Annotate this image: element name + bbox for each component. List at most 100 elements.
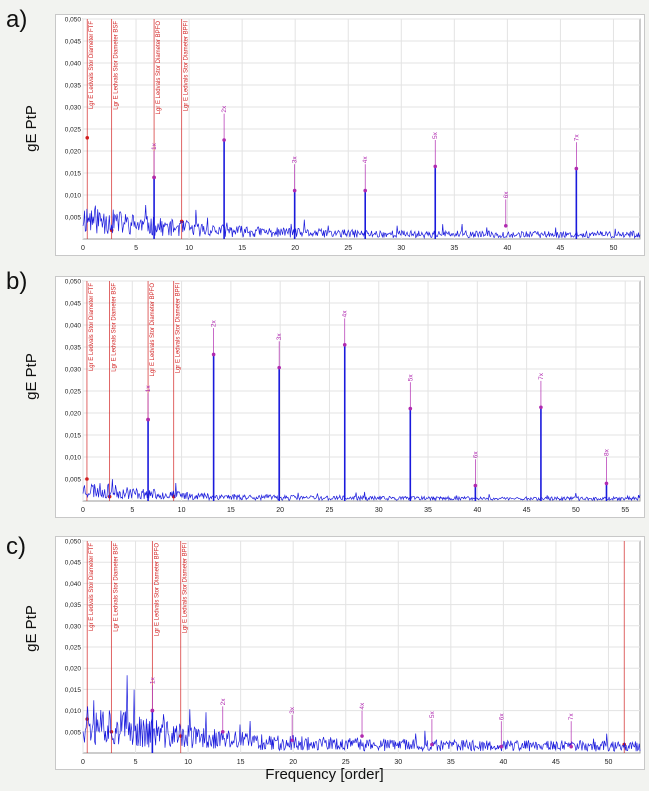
harmonic-label: 6x: [503, 191, 510, 199]
harmonic-marker-point: [433, 164, 438, 169]
harmonic-label: 5x: [407, 374, 414, 382]
x-tick-label: 10: [184, 759, 192, 766]
harmonic-label: 6x: [498, 713, 505, 721]
y-axis-label-b: gE PtP: [22, 353, 40, 400]
y-tick-label: 0,050: [65, 17, 82, 24]
y-tick-label: 0,035: [65, 602, 82, 609]
harmonic-marker-point: [363, 188, 368, 193]
harmonic-label: 7x: [573, 134, 580, 142]
harmonic-label: 3x: [292, 156, 299, 164]
bearing-marker-label: Lgr E Ledvals Stor Diameter FTF: [89, 21, 95, 109]
spectrum-line: [82, 479, 641, 502]
x-tick-label: 15: [237, 759, 245, 766]
x-tick-label: 45: [523, 507, 531, 514]
chart-panel-c: 0 5 10 15 20 25 30 35 40 45 50 0,005 0,010 0,015 0,020…: [55, 536, 645, 770]
panel-label-a: a): [6, 6, 28, 33]
harmonic-label: 6x: [472, 451, 479, 459]
harmonic-marker-point: [292, 188, 297, 193]
harmonic-marker-point: [408, 406, 413, 411]
bearing-marker-label: Lgr E Ledvals Stor Diameter FTF: [89, 543, 95, 631]
harmonic-marker-point: [290, 738, 294, 743]
harmonic-marker-point: [430, 742, 434, 747]
harmonic-label: 4x: [362, 156, 369, 164]
harmonic-label: 7x: [568, 713, 575, 721]
spectrum-line: [82, 204, 641, 240]
x-tick-label: 0: [81, 507, 85, 514]
harmonic-marker-point: [342, 343, 347, 347]
x-tick-label: 40: [503, 245, 511, 252]
y-tick-label: 0,040: [65, 581, 82, 588]
y-tick-label: 0,035: [65, 83, 82, 90]
y-tick-label: 0,020: [65, 666, 82, 673]
y-tick-label: 0,030: [65, 367, 82, 374]
harmonic-marker-point: [150, 708, 155, 713]
x-tick-label: 15: [227, 507, 235, 514]
harmonic-label: 4x: [342, 310, 349, 318]
bearing-marker-label: Lgr E Ledvals Stor Diameter BPFO: [156, 21, 162, 115]
y-tick-label: 0,010: [65, 455, 82, 462]
y-axis-label-c: gE PtP: [22, 605, 40, 652]
x-tick-label: 35: [424, 507, 432, 514]
harmonic-marker-point: [503, 224, 508, 228]
y-tick-label: 0,015: [65, 171, 82, 178]
harmonic-label: 3x: [276, 333, 283, 341]
y-tick-label: 0,010: [65, 193, 82, 200]
x-tick-label: 35: [450, 245, 458, 252]
bearing-marker-label: Lgr E Ledvals Stor Diameter FTF: [89, 283, 95, 371]
y-tick-label: 0,040: [65, 323, 82, 330]
bearing-marker-point: [178, 734, 183, 738]
harmonic-label: 1x: [145, 385, 152, 393]
x-tick-label: 25: [326, 507, 334, 514]
harmonic-label: 5x: [429, 710, 436, 718]
chart-svg-c: 0 5 10 15 20 25 30 35 40 45 50 0,005 0,010 0,015 0,020…: [65, 539, 641, 766]
chart-panel-b: 0 5 10 15 20 25 30 35 40 45 50 55 0,005 0,010 0,015 0,0…: [55, 276, 645, 518]
y-tick-label: 0,020: [65, 149, 82, 156]
x-tick-label: 25: [344, 245, 352, 252]
bearing-marker-label: Lgr E Ledvals Stor Diameter BPFI: [184, 21, 190, 112]
bearing-marker-label: Lgr E Ledvals Stor Diameter BPFO: [154, 543, 160, 637]
x-tick-label: 55: [621, 507, 629, 514]
y-tick-label: 0,050: [65, 279, 82, 286]
x-tick-label: 25: [342, 759, 350, 766]
x-axis-label: Frequency [order]: [265, 766, 384, 783]
y-tick-label: 0,030: [65, 623, 82, 630]
harmonic-marker-point: [569, 744, 573, 749]
x-tick-label: 40: [499, 759, 507, 766]
x-tick-label: 0: [81, 245, 85, 252]
x-tick-label: 30: [375, 507, 383, 514]
harmonic-marker-point: [574, 166, 579, 171]
x-tick-label: 5: [134, 245, 138, 252]
x-tick-label: 45: [552, 759, 560, 766]
x-tick-label: 30: [397, 245, 405, 252]
y-tick-label: 0,035: [65, 345, 82, 352]
x-tick-label: 10: [185, 245, 193, 252]
x-tick-label: 35: [447, 759, 455, 766]
harmonic-label: 2x: [211, 319, 218, 327]
x-tick-label: 30: [394, 759, 402, 766]
bearing-marker-label: Lgr E Ledvals Stor Diameter BSF: [112, 283, 118, 372]
y-tick-label: 0,020: [65, 411, 82, 418]
y-axis-label-a: gE PtP: [22, 105, 40, 152]
harmonic-label: 5x: [432, 131, 439, 139]
harmonic-label: 1x: [151, 142, 158, 150]
panel-label-c: c): [6, 533, 26, 560]
y-tick-label: 0,025: [65, 645, 82, 652]
harmonic-label: 3x: [289, 706, 296, 714]
harmonic-marker-point: [499, 744, 504, 749]
y-tick-label: 0,045: [65, 39, 82, 46]
bearing-marker-label: Lgr E Ledvals Stor Diameter BSF: [113, 543, 119, 632]
y-tick-label: 0,045: [65, 560, 82, 567]
y-tick-label: 0,005: [65, 729, 82, 736]
bearing-marker-label: Lgr E Ledvals Stor Diameter BPFO: [150, 283, 156, 377]
y-tick-label: 0,045: [65, 301, 82, 308]
x-tick-label: 20: [289, 759, 297, 766]
harmonic-label: 8x: [603, 448, 610, 456]
harmonic-marker-point: [146, 417, 150, 422]
x-tick-label: 50: [605, 759, 613, 766]
bearing-marker-label: Lgr E Ledvals Stor Diameter BPFI: [176, 283, 182, 374]
x-tick-label: 5: [134, 759, 138, 766]
bearing-marker-point: [85, 477, 89, 481]
panel-label-b: b): [6, 268, 28, 295]
x-tick-label: 50: [572, 507, 580, 514]
x-tick-label: 20: [291, 245, 299, 252]
